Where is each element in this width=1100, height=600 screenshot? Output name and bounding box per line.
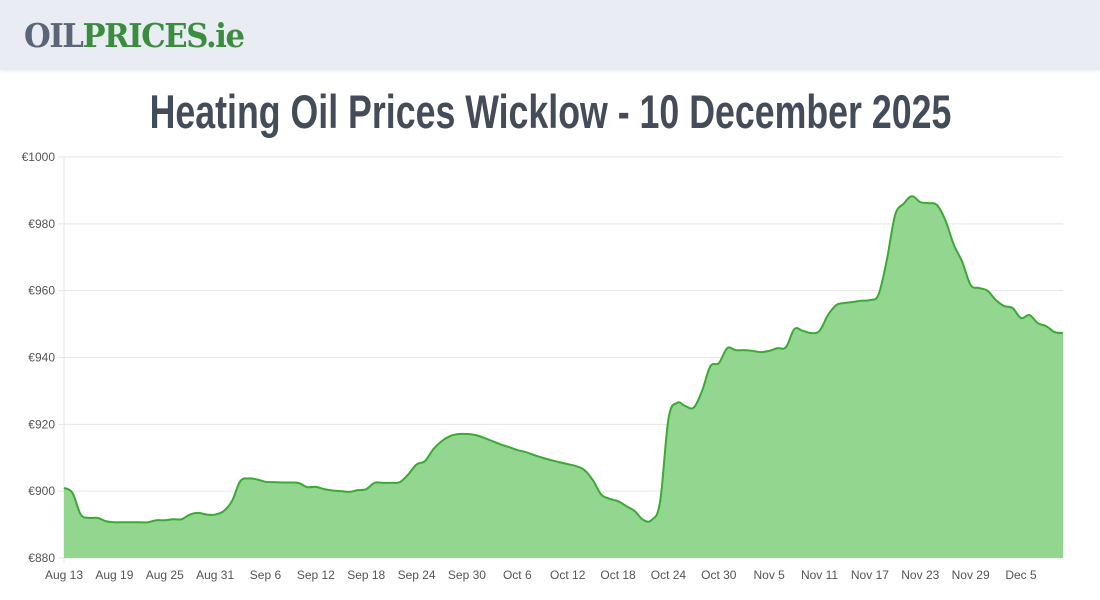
site-header: OILPRICES.ie [0,0,1100,70]
logo-text-oil: OIL [24,16,84,55]
page-title: Heating Oil Prices Wicklow - 10 December… [149,85,951,138]
x-tick-label: Aug 31 [196,568,234,582]
x-tick-label: Oct 6 [503,568,532,582]
x-tick-label: Sep 24 [398,568,436,582]
y-tick-label: €920 [28,417,55,431]
y-tick-label: €880 [28,551,55,565]
x-tick-label: Nov 29 [952,568,990,582]
y-tick-label: €900 [28,484,55,498]
y-tick-label: €1000 [22,150,56,164]
x-tick-label: Nov 17 [851,568,889,582]
site-logo[interactable]: OILPRICES.ie [24,16,245,55]
price-area-fill [64,196,1063,558]
x-tick-label: Sep 30 [448,568,486,582]
x-tick-label: Nov 5 [753,568,785,582]
x-tick-label: Aug 25 [146,568,184,582]
x-tick-label: Oct 24 [651,568,687,582]
x-tick-label: Sep 18 [347,568,385,582]
x-tick-label: Nov 11 [801,568,838,582]
y-tick-label: €980 [28,217,55,231]
y-tick-label: €960 [28,284,55,298]
y-tick-label: €940 [28,351,55,365]
price-line [63,195,1064,524]
x-tick-label: Oct 30 [701,568,737,582]
x-tick-label: Oct 18 [600,568,636,582]
x-tick-label: Aug 19 [95,568,133,582]
x-tick-label: Sep 12 [297,568,335,582]
x-tick-label: Aug 13 [45,568,83,582]
page-title-wrap: Heating Oil Prices Wicklow - 10 December… [0,84,1100,139]
x-tick-label: Dec 5 [1005,568,1037,582]
x-tick-label: Nov 23 [901,568,939,582]
x-tick-label: Oct 12 [550,568,586,582]
x-tick-label: Sep 6 [250,568,282,582]
logo-text-prices: PRICES.ie [82,16,245,55]
